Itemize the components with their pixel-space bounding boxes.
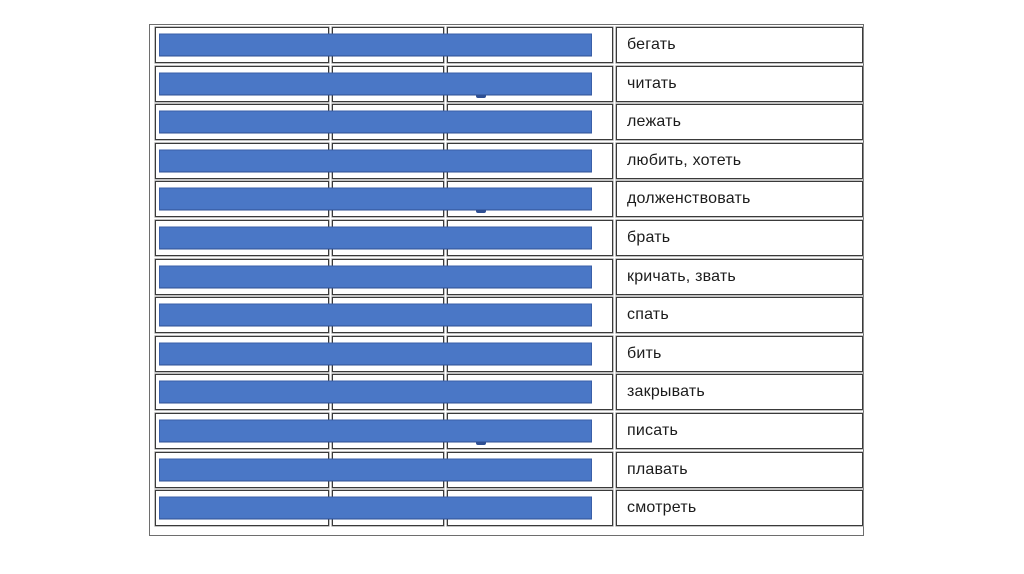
verb-label: бить bbox=[627, 344, 662, 362]
verb-label: спать bbox=[627, 306, 669, 324]
verb-label: кричать, звать bbox=[627, 267, 736, 285]
answer-cover-bar[interactable] bbox=[159, 149, 592, 173]
verb-cell: долженствовать bbox=[616, 181, 863, 218]
verb-cell: закрывать bbox=[616, 374, 863, 411]
answer-cover-bar[interactable] bbox=[159, 380, 592, 404]
answer-cover-bar[interactable] bbox=[159, 419, 592, 443]
table-row: спать bbox=[155, 297, 863, 334]
verb-cell: кричать, звать bbox=[616, 258, 863, 295]
table-outer-frame bbox=[149, 24, 864, 536]
verb-cell: читать bbox=[616, 65, 863, 102]
verb-cell: брать bbox=[616, 219, 863, 256]
hidden-text-descender bbox=[476, 209, 486, 214]
verb-cell: любить, хотеть bbox=[616, 142, 863, 179]
verb-label: читать bbox=[627, 74, 677, 92]
table-row: долженствовать bbox=[155, 181, 863, 218]
answer-cover-bar[interactable] bbox=[159, 265, 592, 289]
verb-quiz-table: бегать читать лежать любить, хотеть bbox=[155, 27, 863, 527]
verb-label: писать bbox=[627, 421, 679, 439]
table-row: плавать bbox=[155, 451, 863, 488]
answer-cover-bar[interactable] bbox=[159, 33, 592, 57]
answer-cover-bar[interactable] bbox=[159, 342, 592, 366]
verb-label: закрывать bbox=[627, 383, 705, 401]
hidden-text-descender bbox=[476, 440, 486, 445]
table-row: смотреть bbox=[155, 490, 863, 527]
verb-label: любить, хотеть bbox=[627, 151, 742, 169]
table-row: любить, хотеть bbox=[155, 142, 863, 179]
table-row: кричать, звать bbox=[155, 258, 863, 295]
answer-cover-bar[interactable] bbox=[159, 72, 592, 96]
verb-cell: бегать bbox=[616, 27, 863, 63]
table-row: закрывать bbox=[155, 374, 863, 411]
answer-cover-bar[interactable] bbox=[159, 110, 592, 134]
table-row: писать bbox=[155, 412, 863, 449]
verb-label: плавать bbox=[627, 460, 688, 478]
verb-label: лежать bbox=[627, 113, 682, 131]
table-row: брать bbox=[155, 219, 863, 256]
table-row: бегать bbox=[155, 27, 863, 63]
answer-cover-bar[interactable] bbox=[159, 496, 592, 520]
verb-label: долженствовать bbox=[627, 190, 751, 208]
verb-cell: бить bbox=[616, 335, 863, 372]
verb-label: смотреть bbox=[627, 499, 697, 517]
table-row: читать bbox=[155, 65, 863, 102]
answer-cover-bar[interactable] bbox=[159, 303, 592, 327]
answer-cover-bar[interactable] bbox=[159, 226, 592, 250]
verb-label: бегать bbox=[627, 36, 676, 53]
verb-cell: писать bbox=[616, 412, 863, 449]
table-row: бить bbox=[155, 335, 863, 372]
hidden-text-descender bbox=[476, 93, 486, 98]
verb-cell: смотреть bbox=[616, 490, 863, 527]
verb-label: брать bbox=[627, 228, 671, 246]
verb-cell: плавать bbox=[616, 451, 863, 488]
verb-cell: спать bbox=[616, 297, 863, 334]
table-row: лежать bbox=[155, 104, 863, 141]
answer-cover-bar[interactable] bbox=[159, 187, 592, 211]
answer-cover-bar[interactable] bbox=[159, 458, 592, 482]
verb-cell: лежать bbox=[616, 104, 863, 141]
